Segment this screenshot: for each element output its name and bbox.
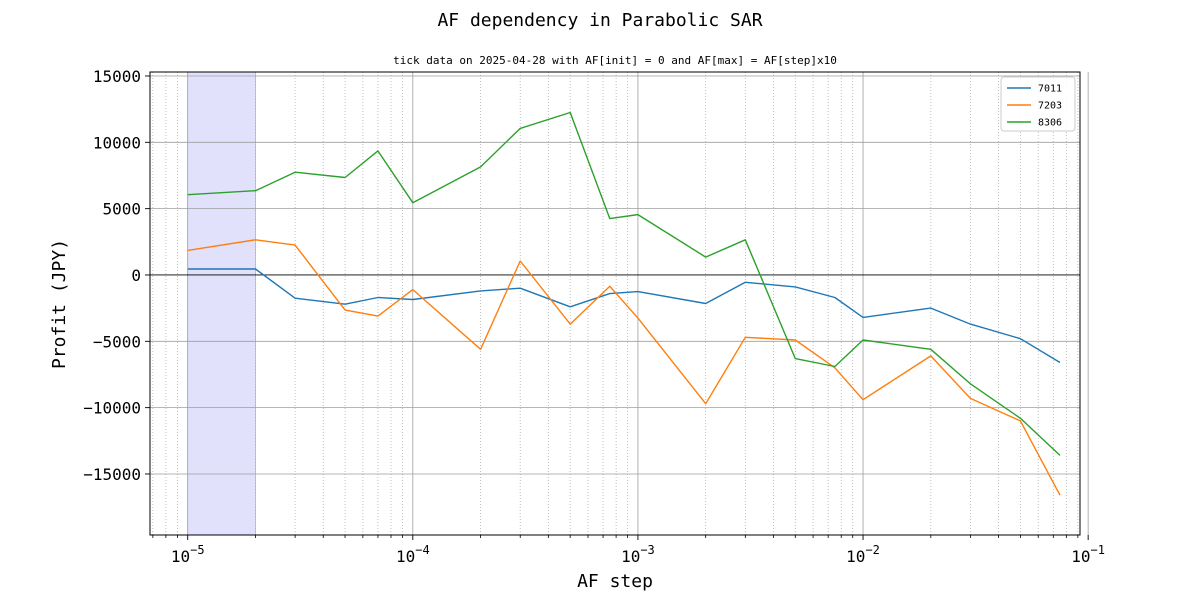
series-line-7011 (187, 268, 1061, 364)
y-tick-label: −5000 (93, 332, 141, 351)
legend: 7011 7203 8306 (1000, 76, 1076, 132)
legend-box (1000, 76, 1076, 132)
x-tick-label: 10−3 (621, 543, 655, 566)
x-tick-label: 10−1 (1071, 543, 1105, 566)
x-tick-label: 10−2 (846, 543, 880, 566)
x-tick-label: 10−5 (171, 543, 205, 566)
y-axis-label: Profit (JPY) (49, 239, 70, 369)
series-line-8306 (187, 111, 1061, 456)
y-tick-label: 15000 (93, 67, 141, 86)
chart-title: AF dependency in Parabolic SAR (437, 10, 762, 31)
chart-subtitle: tick data on 2025-04-28 with AF[init] = … (393, 54, 837, 67)
series-line-7203 (187, 239, 1061, 496)
plot-area: 10−5 10−4 10−3 10−2 10−1 −15000 −10000 −5000 0 50… (83, 67, 1105, 566)
highlight-band (187, 71, 256, 536)
x-tick-label: 10−4 (396, 543, 430, 566)
y-tick-label: 10000 (93, 133, 141, 152)
plot-frame (149, 71, 1081, 536)
y-tick-label: 5000 (102, 200, 141, 219)
x-axis-label: AF step (577, 571, 653, 592)
y-tick-label: −15000 (83, 465, 141, 484)
legend-label-7011: 7011 (1038, 84, 1062, 95)
y-tick-label: −10000 (83, 399, 141, 418)
y-tick-label: 0 (131, 266, 141, 285)
legend-label-8306: 8306 (1038, 118, 1062, 129)
legend-label-7203: 7203 (1038, 101, 1062, 112)
